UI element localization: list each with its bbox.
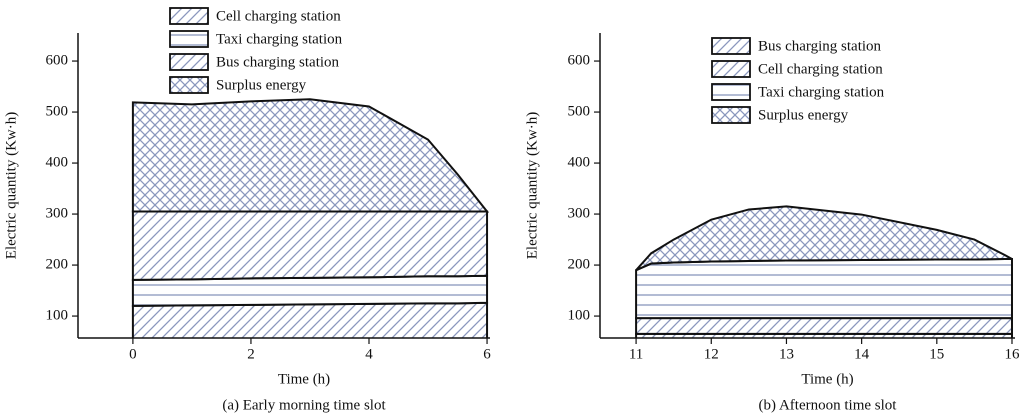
x-tick-label: 6	[483, 346, 491, 362]
legend-label: Bus charging station	[216, 54, 340, 70]
legend-swatch	[169, 76, 209, 94]
y-tick-label: 500	[568, 103, 591, 119]
legend-label: Taxi charging station	[758, 84, 885, 100]
x-tick-label: 12	[704, 346, 719, 362]
area	[635, 332, 1013, 338]
x-tick-label: 16	[1004, 346, 1020, 362]
y-tick-label: 100	[568, 308, 591, 324]
y-tick-label: 100	[46, 308, 69, 324]
caption: (b) Afternoon time slot	[759, 397, 898, 413]
legend-swatch	[169, 53, 209, 71]
caption: (a) Early morning time slot	[222, 397, 386, 413]
area	[131, 301, 489, 338]
y-tick-label: 300	[568, 205, 591, 221]
x-tick-label: 11	[629, 346, 643, 362]
legend-label: Surplus energy	[758, 107, 849, 123]
area	[635, 317, 1013, 335]
x-tick-label: 2	[247, 346, 255, 362]
x-tick-label: 0	[129, 346, 137, 362]
legend-label: Cell charging station	[758, 61, 883, 77]
y-tick-label: 400	[568, 154, 591, 170]
x-axis-label: Time (h)	[278, 371, 330, 387]
legend-label: Bus charging station	[758, 38, 882, 54]
y-tick-label: 400	[46, 154, 69, 170]
y-tick-label: 600	[46, 52, 69, 68]
plot-area	[635, 205, 1013, 338]
y-tick-label: 200	[568, 257, 591, 273]
x-tick-label: 4	[365, 346, 373, 362]
legend-label: Cell charging station	[216, 8, 341, 24]
y-axis-label: Electric quantity (Kw·h)	[524, 112, 540, 259]
area	[635, 205, 1013, 272]
y-tick-label: 200	[46, 257, 69, 273]
area	[131, 210, 489, 281]
legend-swatch	[711, 37, 751, 55]
area	[635, 257, 1013, 320]
area	[131, 98, 490, 213]
x-tick-label: 15	[929, 346, 944, 362]
legend-swatch	[169, 7, 209, 25]
legend-swatch	[711, 83, 751, 101]
y-tick-label: 500	[46, 103, 69, 119]
legend-swatch	[711, 60, 751, 78]
legend-swatch	[711, 106, 751, 124]
plot-area	[131, 98, 490, 338]
x-tick-label: 14	[854, 346, 870, 362]
legend-label: Taxi charging station	[216, 31, 343, 47]
legend-label: Surplus energy	[216, 77, 307, 93]
x-axis-label: Time (h)	[801, 371, 853, 387]
x-tick-label: 13	[779, 346, 794, 362]
y-axis-label: Electric quantity (Kw·h)	[3, 112, 19, 259]
y-tick-label: 600	[568, 52, 591, 68]
legend-swatch	[169, 30, 209, 48]
y-tick-label: 300	[46, 205, 69, 221]
